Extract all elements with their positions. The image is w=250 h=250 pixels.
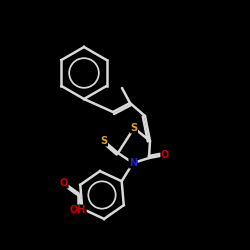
Text: OH: OH	[70, 205, 86, 215]
Text: O: O	[60, 178, 68, 188]
Text: S: S	[100, 136, 107, 146]
Text: S: S	[130, 123, 138, 133]
Text: O: O	[161, 150, 169, 160]
Text: N: N	[129, 158, 137, 168]
